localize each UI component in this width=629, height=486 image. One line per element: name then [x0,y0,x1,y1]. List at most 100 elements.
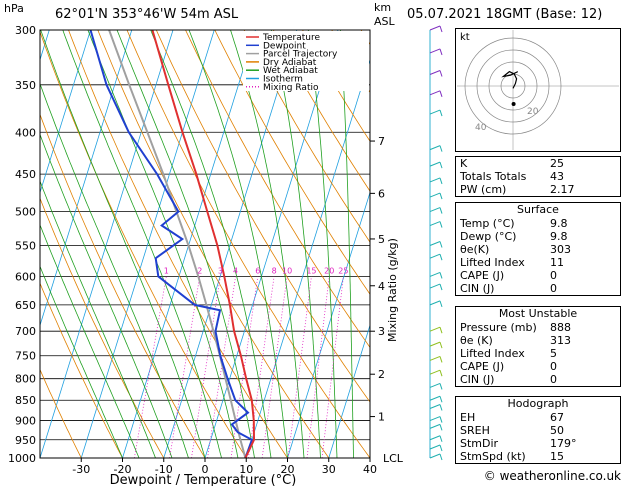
mixing-ratio-line [133,276,167,458]
wind-barb [429,395,443,403]
dry-adiabat-line [68,30,288,458]
wind-barb [429,283,443,291]
wet-adiabat-line [150,30,272,458]
isotherm-line [328,323,370,458]
most-unstable-label: Lifted Index [460,347,525,360]
mixing-ratio-line [169,276,201,458]
wind-barb [429,70,443,77]
wet-adiabat-line [40,265,123,458]
series-dewpoint-line [89,30,254,458]
hodograph-wind-trace [501,70,519,89]
most-unstable-label: CAPE (J) [460,360,505,373]
wind-barb [429,90,443,97]
surface-value: 0 [550,269,557,282]
wind-barb [429,161,443,169]
most-unstable-value: 5 [550,347,557,360]
wet-adiabat-line [40,30,206,458]
hodograph-ring-label-20: 20 [527,107,539,117]
pressure-unit-label: hPa [4,2,24,15]
hodograph-table-value: 15 [550,450,564,463]
most-unstable-title: Most Unstable [498,307,578,320]
mixing-ratio-label: 10 [282,266,292,275]
km-tick-label: 4 [378,280,385,293]
legend-label: Isotherm [263,75,303,85]
dry-adiabat-line [155,30,370,403]
surface-row: Temp (°C) 9.8 [456,217,620,230]
most-unstable-value: 0 [550,360,557,373]
km-tick-label: 6 [378,187,385,200]
most-unstable-row: θe (K) 313 [456,334,620,347]
pressure-tick-label: 950 [15,434,36,447]
dry-adiabat-line [40,197,165,458]
indices-label: K [460,157,468,170]
wind-barb [429,207,443,214]
isotherm-line [40,30,174,458]
mixing-ratio-line [321,276,344,458]
pressure-tick-label: 450 [15,168,36,181]
dry-adiabat-line [214,30,370,295]
km-tick-label: 7 [378,135,385,148]
mixing-ratio-label: 8 [272,266,277,275]
legend-label: Temperature [262,33,320,43]
pressure-tick-label: 400 [15,126,36,139]
hodograph-frame [455,28,621,152]
asl-label: ASL [374,15,395,28]
wind-barb [429,300,443,308]
background-lines [0,18,456,458]
indices-label: Totals Totals [460,170,527,183]
temp-tick-label: 10 [239,463,253,476]
series-parcel-trajectory-line [108,30,247,458]
isotherm-line [287,191,370,458]
surface-title: Surface [517,203,559,216]
mixing-ratio-label: 1 [164,266,169,275]
wind-barb [429,435,443,442]
surface-label: Dewp (°C) [460,230,517,243]
hodograph-table-value: 50 [550,424,564,437]
mixing-ratio-label: 6 [255,266,260,275]
temp-tick-label: 20 [281,463,295,476]
temp-tick-label: -30 [72,463,90,476]
temp-tick-label: -10 [155,463,173,476]
isotherm-line [80,30,215,458]
most-unstable-value: 0 [550,373,557,386]
axis-labels: 1 2 3 4 6 8 10 15 20 2530035040045050055060065070… [8,24,385,476]
wind-barb [429,369,443,377]
surface-value: 0 [550,282,557,295]
surface-row: CIN (J) 0 [456,282,620,295]
mixing-ratio-label: 20 [324,266,334,275]
most-unstable-row: Lifted Index 5 [456,347,620,360]
wind-barb [429,241,443,248]
isotherm-line [0,30,8,458]
pressure-tick-label: 800 [15,373,36,386]
wet-adiabat-line [40,180,156,458]
hodograph-rings [457,30,619,150]
location-title: 62°01'N 353°46'W 54m ASL [55,7,239,22]
wet-adiabat-line [307,30,338,458]
temp-tick-label: 40 [363,463,377,476]
sounding-series [89,30,256,458]
hodograph-table: Hodograph EH 67 SREH 50 StmDir 179° StmSpd … [455,396,621,464]
most-unstable-row: Pressure (mb) 888 [456,321,620,334]
wind-barb [429,271,443,279]
most-unstable-label: Pressure (mb) [460,321,537,334]
hodograph-table-label: EH [460,411,476,424]
temp-tick-label: -20 [114,463,132,476]
dry-adiabat-line [441,18,456,458]
most-unstable-row: CAPE (J) 0 [456,360,620,373]
dry-adiabat-line [40,30,247,458]
wind-barb [429,416,443,423]
surface-row: CAPE (J) 0 [456,269,620,282]
pressure-tick-label: 900 [15,415,36,428]
hodograph-storm-motion-marker [511,102,516,106]
isotherm-line [163,30,298,458]
legend-label: Wet Adiabat [263,66,318,76]
mixing-ratio-line [261,276,288,458]
wind-barb [429,253,443,261]
isotherm-line [245,58,370,458]
dry-adiabat-line [302,30,370,142]
pressure-tick-label: 1000 [8,452,36,465]
dry-adiabat-line [185,30,370,349]
surface-table: Surface Temp (°C) 9.8 Dewp (°C) 9.8 θe(K) 3… [455,202,621,296]
surface-row: Lifted Index 11 [456,256,620,269]
pressure-tick-label: 650 [15,299,36,312]
